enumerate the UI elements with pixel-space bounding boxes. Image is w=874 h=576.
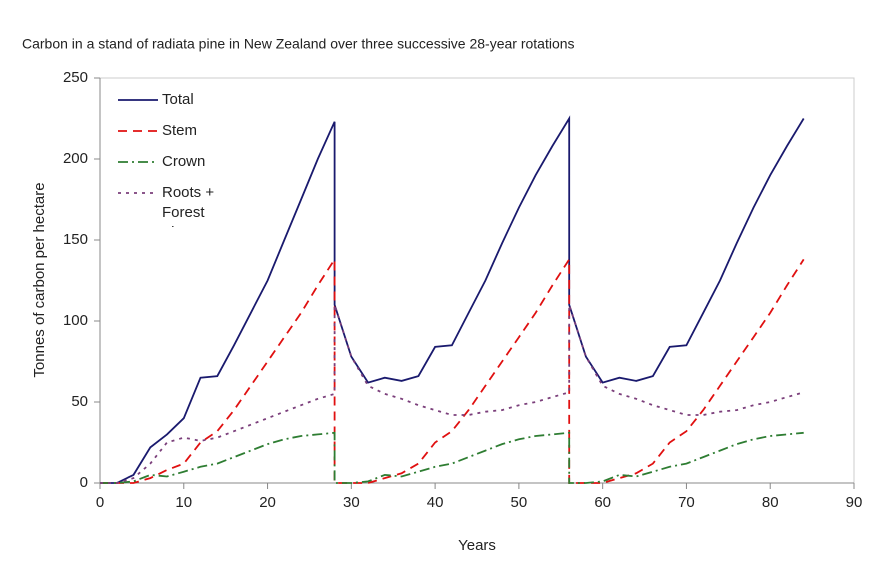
x-tick-label: 30 [343, 494, 360, 511]
legend-entry: Roots + Forest Floor [162, 184, 215, 227]
x-tick-label: 20 [259, 494, 276, 511]
x-tick-label: 60 [594, 494, 611, 511]
x-tick-label: 50 [511, 494, 528, 511]
legend-label: Roots + Forest Floor [162, 184, 215, 227]
legend-label: Stem [162, 122, 198, 139]
y-tick-label: 250 [63, 69, 88, 86]
series-line [100, 115, 805, 484]
legend-label: Crown [162, 153, 206, 170]
x-axis-label: Years [458, 537, 496, 554]
legend-label: Total [162, 91, 194, 108]
y-tick-label: 50 [71, 393, 88, 410]
legend-entry: Crown [162, 153, 206, 170]
x-tick-label: 40 [427, 494, 444, 511]
y-axis-label: Tonnes of carbon per hectare [31, 182, 48, 377]
legend-entry: Stem [162, 122, 198, 139]
y-tick-label: 150 [63, 231, 88, 248]
x-tick-label: 0 [96, 494, 104, 511]
chart-subtitle: Carbon in a stand of radiata pine in New… [22, 36, 575, 52]
x-tick-label: 80 [762, 494, 779, 511]
x-tick-label: 10 [175, 494, 192, 511]
series-line [100, 431, 804, 484]
x-tick-label: 70 [678, 494, 695, 511]
y-tick-label: 200 [63, 150, 88, 167]
series-line [100, 256, 805, 484]
series-line [100, 304, 804, 484]
legend-entry: Total [162, 91, 194, 108]
x-tick-label: 90 [846, 494, 863, 511]
y-tick-label: 0 [80, 474, 88, 491]
y-tick-label: 100 [63, 312, 88, 329]
